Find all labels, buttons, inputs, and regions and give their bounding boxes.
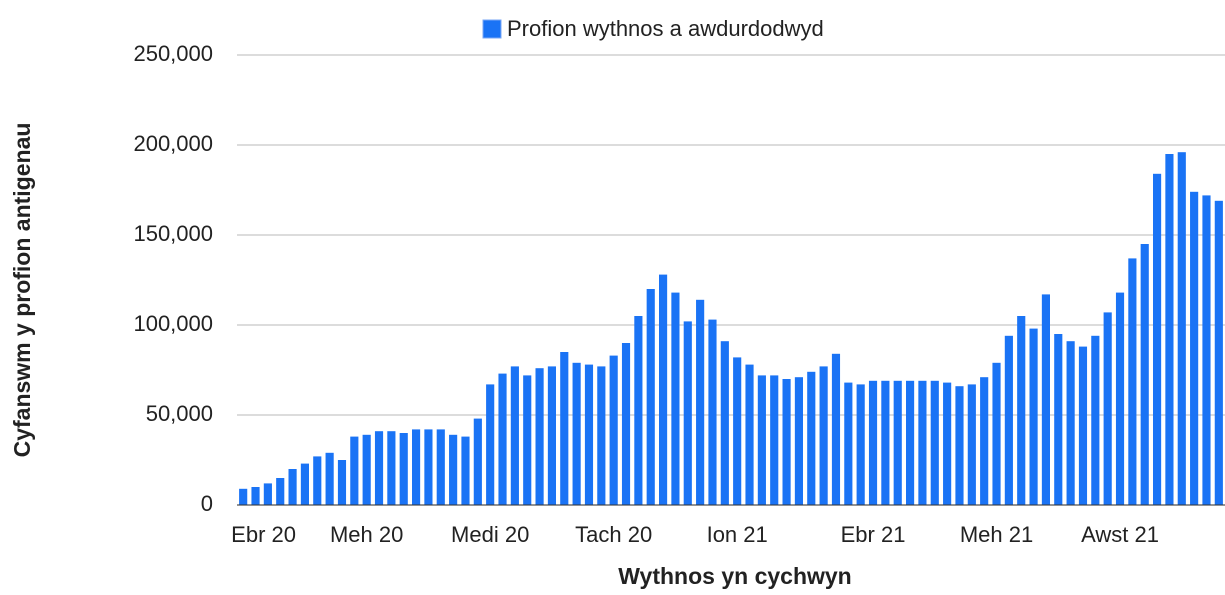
- x-tick-label: Meh 20: [330, 522, 403, 547]
- bar: [609, 355, 618, 505]
- bar: [1066, 341, 1075, 505]
- bar: [535, 368, 544, 505]
- bar: [1054, 334, 1063, 505]
- x-tick-label: Awst 21: [1081, 522, 1159, 547]
- bar: [239, 488, 248, 505]
- bar: [905, 380, 915, 505]
- bar: [288, 469, 297, 505]
- bar: [745, 364, 754, 505]
- bar: [510, 366, 519, 505]
- y-tick-label: 150,000: [133, 221, 213, 246]
- x-tick-label: Ebr 20: [231, 522, 296, 547]
- x-tick-label: Medi 20: [451, 522, 529, 547]
- bar: [560, 352, 569, 505]
- bar: [881, 380, 890, 505]
- bar: [584, 364, 594, 505]
- bar: [337, 460, 347, 505]
- bar: [621, 343, 631, 505]
- x-tick-label: Meh 21: [960, 522, 1033, 547]
- bar: [955, 386, 964, 505]
- bar: [807, 371, 816, 505]
- bar: [547, 366, 557, 505]
- bar: [313, 456, 322, 505]
- bar: [1103, 312, 1112, 505]
- bar: [1140, 244, 1149, 505]
- bar: [658, 274, 668, 505]
- bar: [411, 429, 421, 505]
- bar: [276, 478, 285, 505]
- bar: [930, 380, 939, 505]
- bar: [1078, 346, 1088, 505]
- bar: [992, 362, 1001, 505]
- bar: [1004, 335, 1013, 505]
- bar: [449, 434, 458, 505]
- bar: [1091, 335, 1100, 505]
- bar: [893, 380, 902, 505]
- bar: [856, 384, 865, 505]
- x-tick-label: Ebr 21: [841, 522, 906, 547]
- bar: [634, 316, 643, 505]
- bar: [1152, 173, 1162, 506]
- x-axis-title: Wythnos yn cychwyn: [618, 563, 851, 589]
- y-tick-label: 200,000: [133, 131, 213, 156]
- bar: [868, 380, 878, 505]
- bar: [831, 353, 841, 505]
- y-tick-label: 100,000: [133, 311, 213, 336]
- bar: [819, 366, 828, 505]
- bar: [387, 431, 396, 505]
- bar: [1202, 195, 1211, 505]
- bar: [844, 382, 853, 505]
- bar: [671, 292, 680, 505]
- bar: [251, 487, 260, 505]
- bar: [572, 362, 581, 505]
- bar: [1177, 152, 1186, 505]
- x-tick-label: Ion 21: [707, 522, 768, 547]
- bar: [523, 375, 532, 505]
- bar: [399, 433, 408, 505]
- bar: [436, 429, 445, 505]
- legend-label: Profion wythnos a awdurdodwyd: [507, 16, 824, 41]
- y-tick-label: 250,000: [133, 41, 213, 66]
- bar: [708, 319, 717, 505]
- bar: [1165, 154, 1174, 505]
- legend-swatch: [482, 19, 502, 39]
- bar: [1128, 258, 1137, 505]
- bar: [1214, 200, 1223, 506]
- bar: [597, 366, 606, 505]
- bar: [362, 434, 371, 505]
- bar: [325, 452, 334, 505]
- bar: [794, 377, 804, 505]
- bar: [943, 382, 952, 505]
- y-tick-label: 0: [201, 491, 213, 516]
- bar: [486, 384, 495, 505]
- bar: [967, 384, 976, 505]
- bar: [1017, 316, 1026, 505]
- bar: [720, 341, 729, 505]
- bar: [696, 299, 705, 505]
- bar: [263, 483, 272, 505]
- bar: [473, 418, 482, 505]
- bar: [918, 380, 927, 505]
- bar: [498, 373, 507, 505]
- bar: [350, 436, 359, 505]
- bar: [1115, 292, 1125, 505]
- bar: [733, 357, 742, 505]
- bar: [770, 375, 779, 505]
- x-tick-label: Tach 20: [575, 522, 652, 547]
- bar: [300, 463, 310, 505]
- y-tick-label: 50,000: [146, 401, 213, 426]
- bar: [1029, 328, 1038, 505]
- bar: [782, 379, 791, 505]
- bar: [646, 289, 655, 505]
- bar: [683, 321, 692, 505]
- bar: [461, 436, 470, 505]
- bar: [424, 429, 433, 505]
- bar: [757, 375, 766, 505]
- y-axis-title: Cyfanswm y profion antigenau: [9, 123, 35, 458]
- bar: [980, 377, 989, 505]
- bar: [1041, 294, 1051, 505]
- bar: [1190, 191, 1199, 506]
- bar: [374, 431, 384, 505]
